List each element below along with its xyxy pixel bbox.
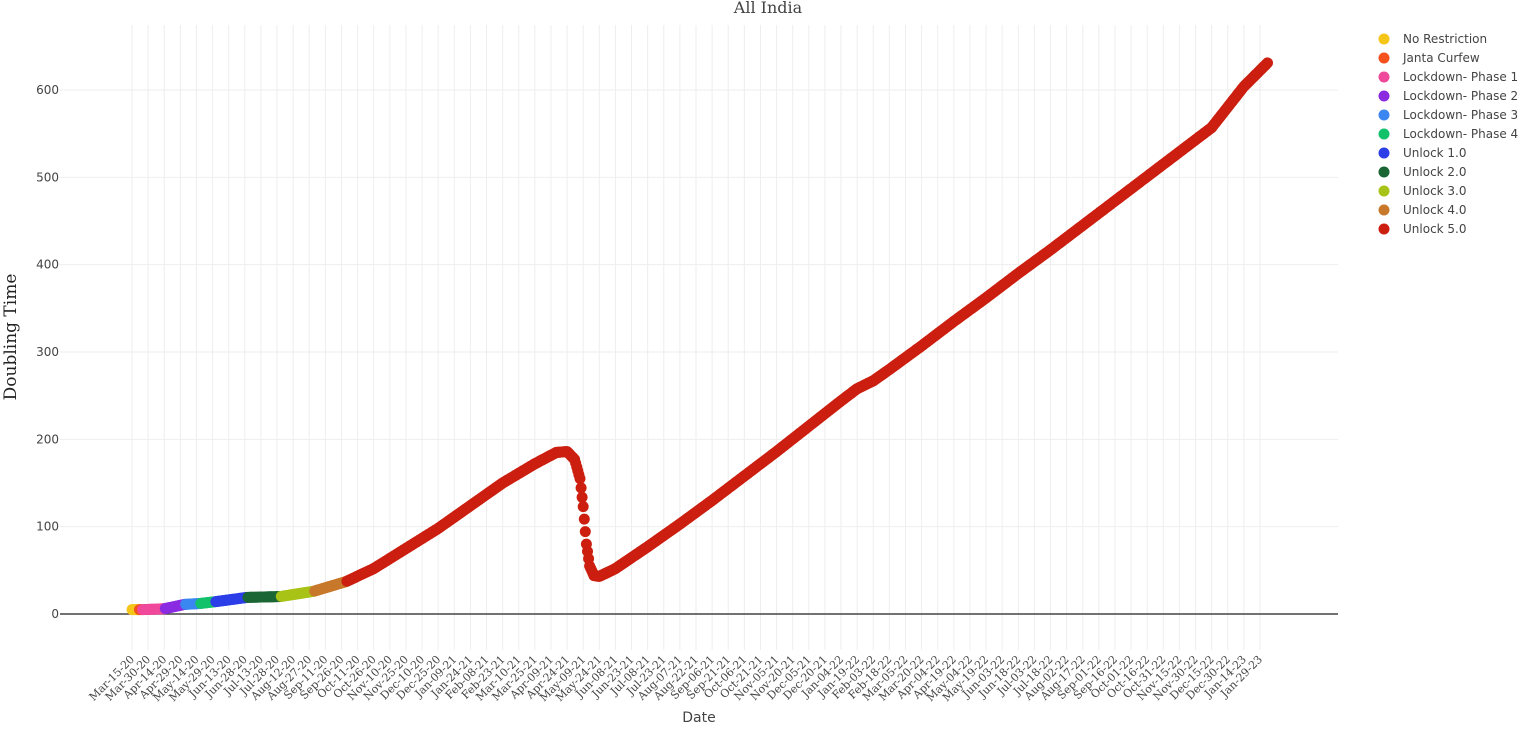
- legend-item[interactable]: Lockdown- Phase 4: [1378, 127, 1519, 141]
- legend-item[interactable]: Unlock 5.0: [1378, 222, 1467, 236]
- legend-marker: [1378, 52, 1390, 64]
- legend-item[interactable]: Unlock 1.0: [1378, 146, 1467, 160]
- legend-item[interactable]: Unlock 4.0: [1378, 203, 1467, 217]
- legend-label: Unlock 5.0: [1403, 222, 1467, 236]
- legend-marker: [1378, 223, 1390, 235]
- chart-title: All India: [733, 0, 803, 17]
- data-point: [574, 473, 586, 485]
- series-unlock-5-0: [341, 57, 1273, 587]
- legend-marker: [1378, 33, 1390, 45]
- data-point: [576, 491, 588, 503]
- legend-label: No Restriction: [1403, 32, 1487, 46]
- legend-marker: [1378, 90, 1390, 102]
- y-tick-label: 0: [51, 607, 59, 621]
- legend-marker: [1378, 71, 1390, 83]
- legend-label: Unlock 1.0: [1403, 146, 1467, 160]
- legend-item[interactable]: Unlock 3.0: [1378, 184, 1467, 198]
- series-lockdown-phase-2: [159, 598, 191, 614]
- legend-marker: [1378, 147, 1390, 159]
- y-tick-labels: 0 100 200 300 400 500 600: [36, 83, 59, 621]
- y-tick-label: 400: [36, 258, 59, 272]
- data-point: [577, 501, 589, 513]
- y-tick-label: 500: [36, 170, 59, 184]
- legend-item[interactable]: Unlock 2.0: [1378, 165, 1467, 179]
- grid-lines: [60, 25, 1338, 650]
- y-axis-label: Doubling Time: [1, 274, 21, 401]
- legend-marker: [1378, 109, 1390, 121]
- x-tick-labels: Mar-15-20Mar-30-20Apr-14-20Apr-29-20May-…: [87, 653, 1266, 704]
- legend-label: Lockdown- Phase 2: [1403, 89, 1518, 103]
- legend-marker: [1378, 166, 1390, 178]
- legend-item[interactable]: Lockdown- Phase 1: [1378, 70, 1519, 84]
- y-tick-label: 600: [36, 83, 59, 97]
- legend-label: Unlock 3.0: [1403, 184, 1467, 198]
- data-point: [575, 482, 587, 494]
- legend: No Restriction Janta Curfew Lockdown- Phas…: [1378, 32, 1519, 236]
- legend-label: Lockdown- Phase 3: [1403, 108, 1518, 122]
- data-point: [1262, 57, 1273, 69]
- legend-marker: [1378, 185, 1390, 197]
- legend-label: Lockdown- Phase 4: [1403, 127, 1518, 141]
- y-tick-label: 100: [36, 520, 59, 534]
- x-axis-label: Date: [682, 710, 715, 726]
- legend-item[interactable]: Janta Curfew: [1378, 51, 1480, 65]
- legend-item[interactable]: Lockdown- Phase 2: [1378, 89, 1519, 103]
- legend-item[interactable]: No Restriction: [1378, 32, 1488, 46]
- legend-marker: [1378, 128, 1390, 140]
- legend-label: Unlock 4.0: [1403, 203, 1467, 217]
- y-tick-label: 200: [36, 432, 59, 446]
- legend-label: Janta Curfew: [1402, 51, 1480, 65]
- legend-label: Lockdown- Phase 1: [1403, 70, 1518, 84]
- legend-item[interactable]: Lockdown- Phase 3: [1378, 108, 1519, 122]
- legend-label: Unlock 2.0: [1403, 165, 1467, 179]
- data-points: [126, 57, 1273, 616]
- data-point: [578, 513, 590, 525]
- legend-marker: [1378, 204, 1390, 216]
- y-tick-label: 300: [36, 345, 59, 359]
- data-point: [579, 526, 591, 538]
